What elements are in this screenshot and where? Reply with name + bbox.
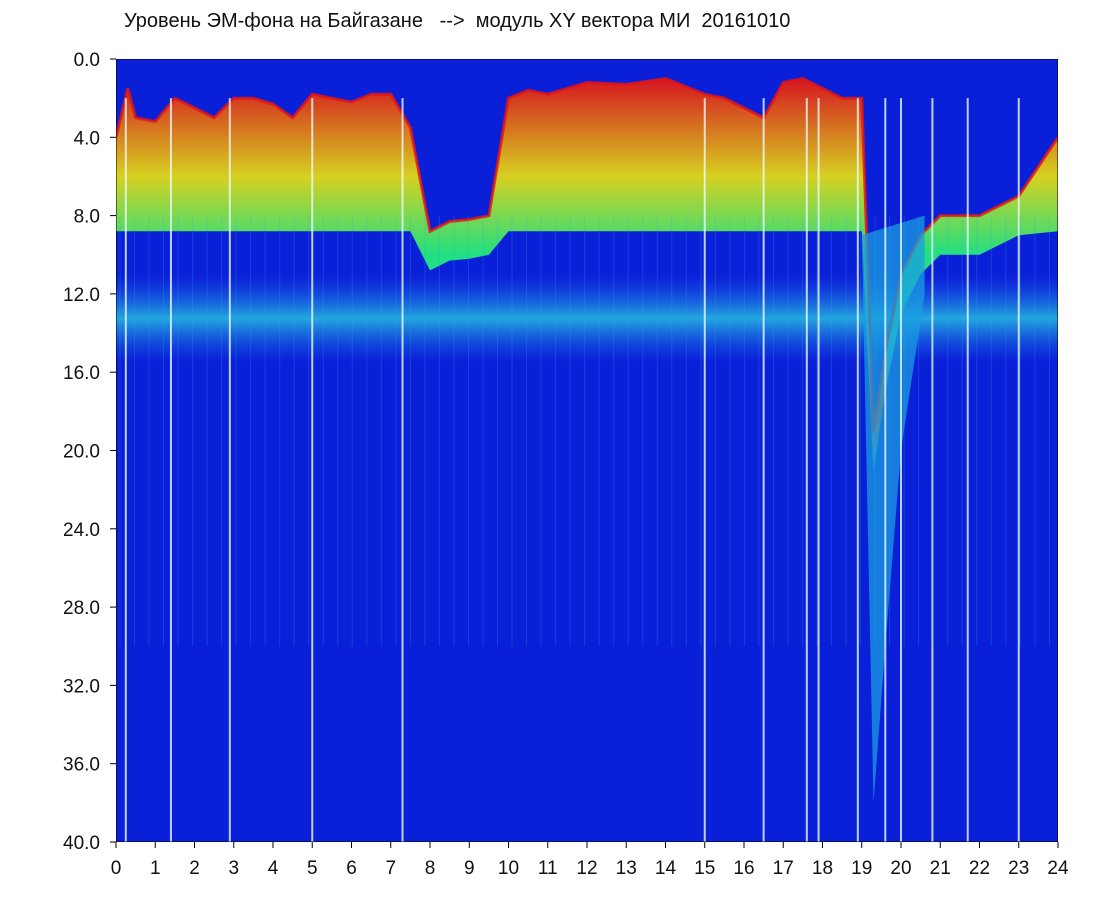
y-tick-label: 32.0 [63, 676, 100, 697]
x-tick-label: 22 [969, 858, 990, 879]
y-tick-label: 0.0 [74, 50, 100, 71]
x-tick-label: 5 [307, 858, 318, 879]
y-tick-label: 36.0 [63, 755, 100, 776]
y-tick-label: 12.0 [63, 285, 100, 306]
x-tick-label: 6 [346, 858, 357, 879]
x-tick-label: 17 [773, 858, 794, 879]
x-tick-label: 4 [268, 858, 279, 879]
y-tick-label: 20.0 [63, 442, 100, 463]
y-tick-label: 40.0 [63, 833, 100, 854]
y-tick-label: 16.0 [63, 363, 100, 384]
chart-title: Уровень ЭМ-фона на Байгазане --> модуль … [124, 10, 791, 32]
x-tick-label: 16 [733, 858, 754, 879]
x-tick-label: 8 [425, 858, 436, 879]
x-tick-label: 14 [655, 858, 677, 879]
x-tick-label: 13 [616, 858, 637, 879]
x-tick-label: 3 [228, 858, 239, 879]
x-tick-label: 24 [1047, 858, 1069, 879]
y-tick-label: 28.0 [63, 598, 100, 619]
x-tick-label: 18 [812, 858, 833, 879]
x-tick-label: 19 [851, 858, 872, 879]
x-tick-label: 2 [189, 858, 200, 879]
high-level-band [116, 78, 1058, 471]
x-tick-label: 10 [498, 858, 519, 879]
disturbance-region [861, 215, 925, 803]
x-tick-label: 12 [576, 858, 597, 879]
x-tick-label: 15 [694, 858, 715, 879]
x-tick-label: 1 [150, 858, 161, 879]
y-axis: 0.0 4.0 8.0 12.0 16.0 20.0 24.0 28.0 32.0 36.0 40.… [63, 50, 116, 854]
plot-area [116, 59, 1058, 842]
x-tick-label: 21 [930, 858, 951, 879]
x-tick-label: 11 [538, 858, 558, 879]
x-tick-label: 9 [464, 858, 475, 879]
x-tick-label: 23 [1008, 858, 1029, 879]
x-tick-label: 7 [385, 858, 396, 879]
x-tick-label: 0 [111, 858, 122, 879]
x-tick-label: 20 [890, 858, 911, 879]
x-axis: 0 1 2 3 4 5 6 7 8 9 10 11 12 13 14 15 16 17 18 19 20 21 22 23 24 [111, 842, 1069, 879]
y-tick-label: 24.0 [63, 520, 100, 541]
y-tick-label: 4.0 [74, 128, 100, 149]
y-tick-label: 8.0 [74, 207, 100, 228]
